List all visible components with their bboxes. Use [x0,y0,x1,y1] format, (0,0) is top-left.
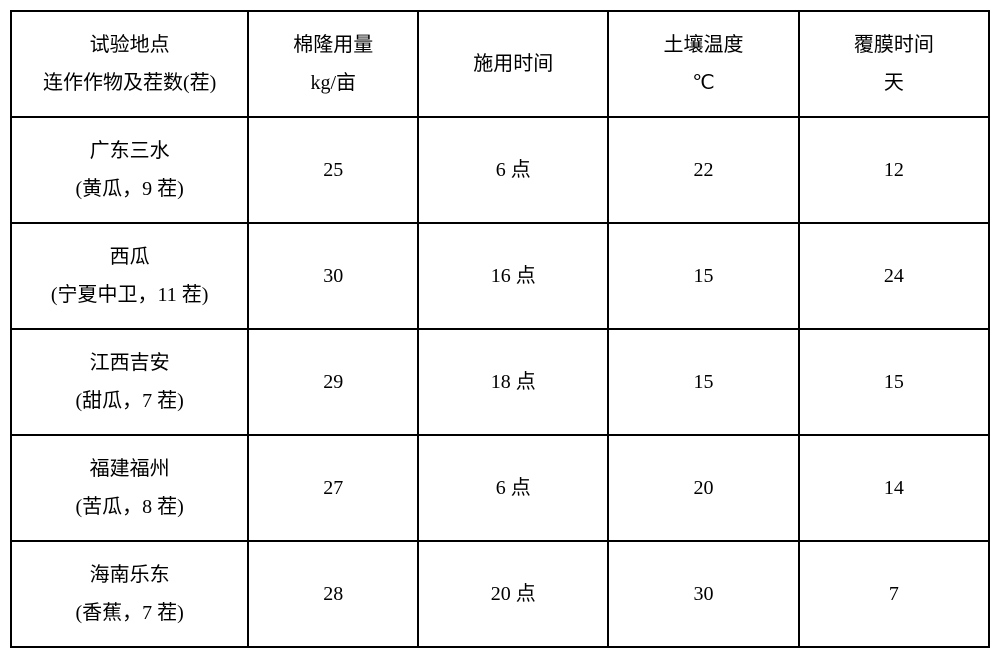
cell-mulch-days: 15 [799,329,989,435]
cell-mulch-days: 7 [799,541,989,647]
cell-application-time: 6 点 [418,435,608,541]
cell-application-time: 20 点 [418,541,608,647]
location-line1: 福建福州 [12,450,247,488]
application-time-value: 6 点 [419,151,607,189]
data-table: 试验地点 连作作物及茬数(茬) 棉隆用量 kg/亩 施用时间 土壤温度 ℃ 覆膜… [10,10,990,648]
soil-temp-value: 30 [609,575,797,613]
header-mulch-line2: 天 [800,64,988,102]
location-line2: (黄瓜，9 茬) [12,170,247,208]
header-dosage-line1: 棉隆用量 [249,26,417,64]
header-cell-soil-temperature: 土壤温度 ℃ [608,11,798,117]
header-application-time-line1: 施用时间 [419,45,607,83]
mulch-days-value: 14 [800,469,988,507]
header-location-line2: 连作作物及茬数(茬) [12,64,247,102]
cell-mulch-days: 24 [799,223,989,329]
header-soil-temp-line1: 土壤温度 [609,26,797,64]
cell-soil-temperature: 22 [608,117,798,223]
dosage-value: 25 [249,151,417,189]
location-line1: 海南乐东 [12,556,247,594]
header-location-line1: 试验地点 [12,26,247,64]
dosage-value: 28 [249,575,417,613]
dosage-value: 29 [249,363,417,401]
mulch-days-value: 24 [800,257,988,295]
table-row: 西瓜 (宁夏中卫，11 茬) 30 16 点 15 24 [11,223,989,329]
cell-mulch-days: 12 [799,117,989,223]
cell-soil-temperature: 20 [608,435,798,541]
cell-dosage: 28 [248,541,418,647]
mulch-days-value: 12 [800,151,988,189]
cell-application-time: 6 点 [418,117,608,223]
table-row: 江西吉安 (甜瓜，7 茬) 29 18 点 15 15 [11,329,989,435]
header-cell-mulch-days: 覆膜时间 天 [799,11,989,117]
location-line2: (苦瓜，8 茬) [12,488,247,526]
location-line1: 江西吉安 [12,344,247,382]
soil-temp-value: 15 [609,363,797,401]
table-row: 广东三水 (黄瓜，9 茬) 25 6 点 22 12 [11,117,989,223]
header-soil-temp-line2: ℃ [609,64,797,102]
table-row: 海南乐东 (香蕉，7 茬) 28 20 点 30 7 [11,541,989,647]
mulch-days-value: 15 [800,363,988,401]
cell-location: 福建福州 (苦瓜，8 茬) [11,435,248,541]
cell-dosage: 27 [248,435,418,541]
dosage-value: 27 [249,469,417,507]
soil-temp-value: 22 [609,151,797,189]
header-cell-application-time: 施用时间 [418,11,608,117]
cell-application-time: 18 点 [418,329,608,435]
header-cell-dosage: 棉隆用量 kg/亩 [248,11,418,117]
application-time-value: 20 点 [419,575,607,613]
cell-soil-temperature: 30 [608,541,798,647]
cell-location: 西瓜 (宁夏中卫，11 茬) [11,223,248,329]
cell-dosage: 30 [248,223,418,329]
cell-location: 海南乐东 (香蕉，7 茬) [11,541,248,647]
application-time-value: 18 点 [419,363,607,401]
cell-mulch-days: 14 [799,435,989,541]
header-dosage-line2: kg/亩 [249,64,417,102]
table-row: 福建福州 (苦瓜，8 茬) 27 6 点 20 14 [11,435,989,541]
location-line1: 广东三水 [12,132,247,170]
mulch-days-value: 7 [800,575,988,613]
location-line2: (甜瓜，7 茬) [12,382,247,420]
cell-soil-temperature: 15 [608,329,798,435]
cell-dosage: 25 [248,117,418,223]
cell-soil-temperature: 15 [608,223,798,329]
soil-temp-value: 20 [609,469,797,507]
location-line2: (宁夏中卫，11 茬) [12,276,247,314]
cell-location: 江西吉安 (甜瓜，7 茬) [11,329,248,435]
dosage-value: 30 [249,257,417,295]
application-time-value: 6 点 [419,469,607,507]
cell-dosage: 29 [248,329,418,435]
table-header-row: 试验地点 连作作物及茬数(茬) 棉隆用量 kg/亩 施用时间 土壤温度 ℃ 覆膜… [11,11,989,117]
soil-temp-value: 15 [609,257,797,295]
cell-application-time: 16 点 [418,223,608,329]
application-time-value: 16 点 [419,257,607,295]
location-line1: 西瓜 [12,238,247,276]
header-cell-location: 试验地点 连作作物及茬数(茬) [11,11,248,117]
header-mulch-line1: 覆膜时间 [800,26,988,64]
cell-location: 广东三水 (黄瓜，9 茬) [11,117,248,223]
location-line2: (香蕉，7 茬) [12,594,247,632]
